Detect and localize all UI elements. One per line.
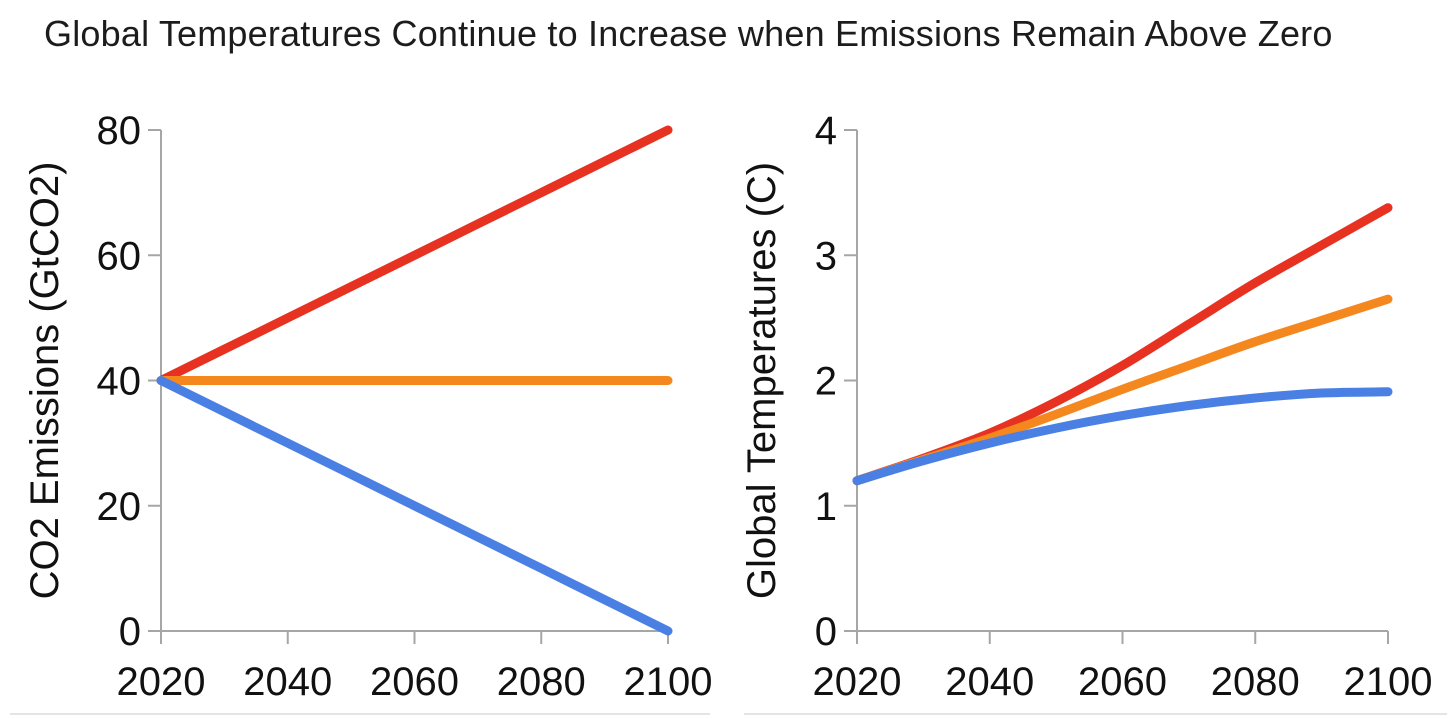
series-line-decreasing-emissions [156,376,673,636]
y-axis-title: Global Temperatures (C) [740,162,784,599]
axis-lines [856,130,1388,632]
x-tick-label: 2060 [370,660,459,704]
y-tick-label: 20 [97,485,142,529]
x-tick-label: 2080 [497,660,586,704]
y-tick-label: 0 [815,610,837,654]
series-line-decreasing-emissions-temperature [852,387,1393,486]
y-tick-label: 80 [97,109,142,153]
y-tick-label: 60 [97,234,142,278]
figure-title: Global Temperatures Continue to Increase… [44,13,1333,54]
series-line-increasing-emissions [156,125,673,385]
y-tick-label: 4 [815,109,837,153]
x-tick-label: 2060 [1078,660,1167,704]
y-tick-label: 1 [815,485,837,529]
x-tick-label: 2020 [117,660,206,704]
x-tick-label: 2100 [624,660,713,704]
y-tick-label: 2 [815,360,837,404]
series-line-increasing-emissions-temperature [852,203,1393,486]
y-tick-label: 0 [119,610,141,654]
y-tick-label: 40 [97,360,142,404]
y-axis-title: CO2 Emissions (GtCO2) [23,162,67,600]
y-tick-label: 3 [815,234,837,278]
x-tick-label: 2100 [1344,660,1433,704]
x-tick-label: 2080 [1211,660,1300,704]
left-panel-bottom-border [10,713,710,715]
x-tick-label: 2040 [243,660,332,704]
temperature-chart: 0 1 2 3 4 2020 2040 2060 2080 2100 Global Temperat… [740,109,1432,704]
x-tick-label: 2020 [813,660,902,704]
right-panel-bottom-border [744,713,1447,715]
x-tick-label: 2040 [945,660,1034,704]
